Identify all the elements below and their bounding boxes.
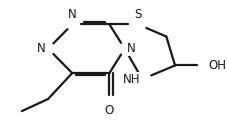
Text: N: N: [68, 8, 76, 21]
Text: O: O: [104, 104, 114, 116]
Text: N: N: [37, 42, 46, 55]
Text: OH: OH: [207, 59, 225, 72]
Text: N: N: [126, 42, 135, 55]
Text: S: S: [134, 8, 141, 21]
Text: NH: NH: [122, 73, 139, 86]
